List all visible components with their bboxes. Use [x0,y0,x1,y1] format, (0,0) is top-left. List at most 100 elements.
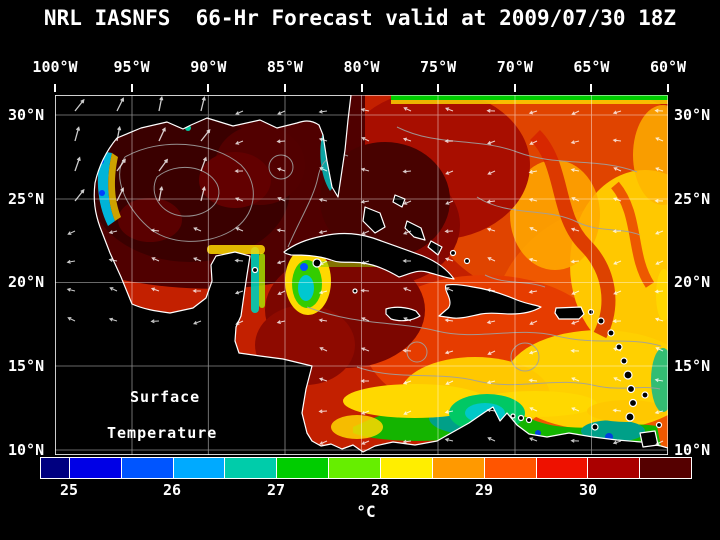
lat-label-15n: 15°N [8,357,45,375]
lat-label-10n: 10°N [674,441,711,459]
wind-arrow [235,227,244,232]
land-island [623,370,633,380]
land-island [449,249,457,257]
land-margarita [591,423,599,431]
wind-arrow [528,257,538,262]
lat-label-30n: 30°N [674,106,711,124]
wind-arrow [444,350,454,355]
map-frame [55,95,668,455]
land-bahamas [392,194,406,208]
colorbar-segment [172,458,225,478]
wind-arrow [402,348,412,353]
wind-arrow [655,137,664,142]
wind-arrow [613,260,622,265]
wind-arrow [570,140,580,145]
wind-arrow [402,380,412,385]
wind-arrow [612,440,622,445]
wind-arrow [613,347,622,352]
wind-arrow [234,169,244,174]
wind-arrow [116,187,124,202]
wind-arrow [444,437,454,442]
wind-arrow [318,109,328,114]
colorbar-unit-label: °C [356,502,376,521]
wind-arrow [570,259,580,264]
wind-arrow [445,380,454,385]
lon-label-65w: 65°W [573,58,610,76]
wind-arrow [66,287,76,292]
wind-arrow [612,408,622,413]
wind-arrow [74,188,85,202]
wind-arrow [151,257,160,262]
ssh-contours-layer [119,126,662,390]
overlay-label-temperature: Temperature [107,424,218,442]
colorbar-segment [68,458,121,478]
wind-arrow [158,127,166,142]
wind-arrow [445,287,454,292]
lon-label-60w: 60°W [649,58,687,76]
wind-arrow [276,167,286,172]
wind-arrow [158,185,164,202]
map-canvas [55,95,668,455]
wind-arrow [403,200,412,205]
wind-arrow [613,290,622,295]
wind-arrow [486,408,496,413]
lon-label-90w: 90°W [190,58,227,76]
sst-field-layer [55,95,668,455]
wind-arrow [200,186,206,202]
wind-arrow [200,156,207,172]
wind-arrow [403,287,412,292]
lon-label-100w: 100°W [32,58,78,76]
wind-arrow [361,230,370,235]
wind-arrow [655,230,664,235]
lat-label-20n: 20°N [8,273,45,291]
land-barbados [641,391,649,399]
colorbar-segment [587,458,640,478]
wind-arrow [487,257,496,262]
wind-arrow [570,348,580,353]
wind-arrow [654,198,664,203]
wind-arrow [360,288,370,293]
wind-arrow [319,260,328,265]
wind-arrow [277,290,286,295]
land-cozumel [251,266,259,274]
wind-arrow [116,97,125,112]
axis-tick [207,84,210,92]
colorbar-segment [535,458,588,478]
wind-arrow [487,140,496,145]
colorbar-tick-27: 27 [266,481,286,499]
axis-tick [437,84,440,92]
lon-label-70w: 70°W [496,58,533,76]
wind-arrow [318,290,328,295]
land-isla-juventud [312,258,322,268]
wind-arrow [528,110,538,115]
wind-arrow [276,260,286,265]
land-island [628,398,638,408]
colorbar-segment [380,458,432,478]
wind-arrow [571,110,580,115]
land-jamaica [385,306,421,322]
wind-arrow [528,350,538,355]
wind-arrow [361,347,370,352]
wind-arrow [319,167,328,172]
wind-arrow [613,197,622,202]
lat-label-30n: 30°N [8,106,45,124]
wind-arrow [116,125,122,142]
wind-arrow [74,156,81,172]
wind-arrow [158,158,168,172]
wind-arrow [571,290,580,295]
land-island [625,412,635,422]
wind-arrow [361,317,370,322]
wind-arrow [66,259,76,264]
wind-arrow [193,320,202,325]
wind-arrow [571,320,580,325]
wind-arrow [235,110,244,115]
wind-arrow [445,107,454,112]
wind-arrow [116,158,126,172]
wind-arrow [277,197,286,202]
wind-arrow [444,229,454,234]
wind-arrow [570,227,580,232]
wind-arrow [612,319,622,324]
wind-arrow [529,437,538,442]
wind-arrow [108,317,118,322]
wind-arrow [487,350,496,355]
